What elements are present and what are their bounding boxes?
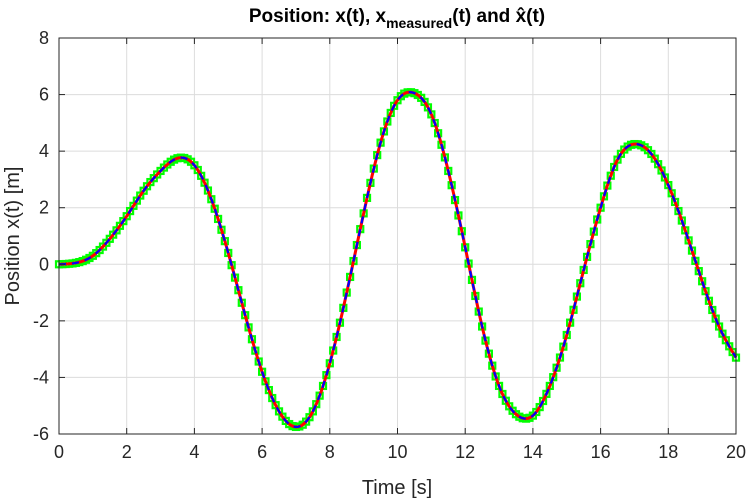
y-tick-label: 8	[39, 28, 49, 48]
x-tick-label: 10	[387, 442, 407, 462]
x-tick-label: 8	[325, 442, 335, 462]
x-tick-label: 14	[523, 442, 543, 462]
y-tick-labels: -6 -4 -2 0 2 4 6 8	[33, 28, 49, 444]
y-tick-label: 4	[39, 141, 49, 161]
title-middle: (t) and	[452, 6, 515, 27]
x-tick-label: 4	[189, 442, 199, 462]
title-subscript: measured	[386, 15, 452, 31]
y-tick-label: 6	[39, 85, 49, 105]
y-tick-label: -4	[33, 367, 49, 387]
y-axis-label: Position x(t) [m]	[2, 167, 24, 306]
axis-ticks	[58, 37, 737, 435]
y-tick-label: -6	[33, 424, 49, 444]
x-tick-label: 20	[726, 442, 746, 462]
estimate-position-line	[58, 91, 737, 429]
x-tick-labels: 0 2 4 6 8 10 12 14 16 18 20	[54, 442, 746, 462]
y-tick-label: 0	[39, 254, 49, 274]
title-main: Position: x(t), x	[249, 6, 387, 27]
estimate-series	[58, 91, 737, 429]
title-hat: x̂(t)	[516, 6, 546, 27]
x-tick-label: 0	[54, 442, 64, 462]
x-axis-label: Time [s]	[362, 477, 432, 499]
x-tick-label: 16	[591, 442, 611, 462]
x-tick-label: 2	[122, 442, 132, 462]
x-tick-label: 18	[658, 442, 678, 462]
y-tick-label: 2	[39, 198, 49, 218]
chart-title: Position: x(t), xmeasured(t) and x̂(t)	[249, 6, 545, 31]
y-tick-label: -2	[33, 311, 49, 331]
x-tick-label: 6	[257, 442, 267, 462]
x-tick-label: 12	[455, 442, 475, 462]
